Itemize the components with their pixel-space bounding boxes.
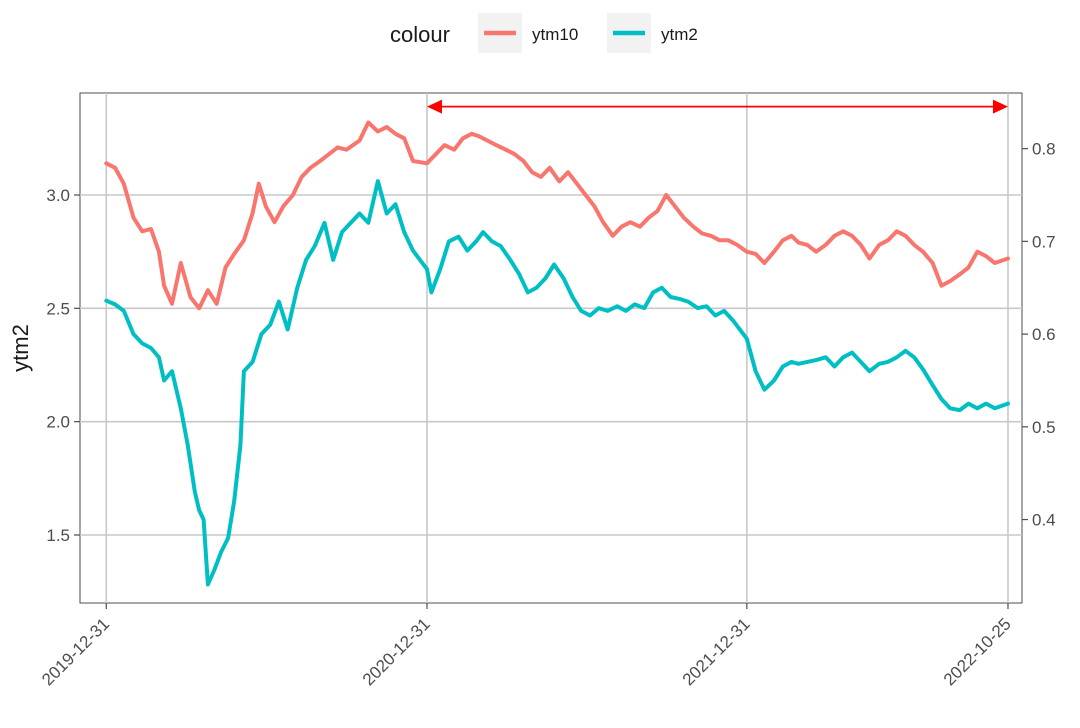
- y-right-tick-label: 0.4: [1032, 511, 1056, 530]
- y-right-tick-label: 0.8: [1032, 140, 1056, 159]
- plot-panel: [79, 92, 1023, 604]
- legend-entry-ytm2: ytm2: [607, 13, 698, 53]
- y-axis-title: ytm2: [8, 324, 33, 372]
- x-tick-label: 2021-12-31: [679, 614, 754, 689]
- y-left-tick-label: 3.0: [46, 186, 70, 205]
- legend: colour ytm10 ytm2: [390, 13, 698, 53]
- y-left-tick-label: 1.5: [46, 526, 70, 545]
- series-layer: [104, 120, 1010, 587]
- annotation-arrow-head-left: [427, 99, 443, 114]
- legend-label: ytm2: [661, 25, 698, 44]
- legend-entry-ytm10: ytm10: [478, 13, 578, 53]
- y-left-tick-label: 2.5: [46, 299, 70, 318]
- x-tick-label: 2022-10-25: [940, 614, 1015, 689]
- y-right-tick-label: 0.5: [1032, 418, 1056, 437]
- series-line-ytm10: [104, 120, 1010, 311]
- annotation-arrow-head-right: [992, 99, 1008, 114]
- x-tick-label: 2020-12-31: [359, 614, 434, 689]
- legend-title: colour: [390, 22, 450, 47]
- annotation-layer: [427, 99, 1008, 114]
- legend-label: ytm10: [532, 25, 578, 44]
- y-right-tick-label: 0.6: [1032, 325, 1056, 344]
- gridlines: [80, 93, 1022, 603]
- series-line-ytm2: [104, 179, 1010, 587]
- y-right-tick-label: 0.7: [1032, 232, 1056, 251]
- x-tick-label: 2019-12-31: [38, 614, 113, 689]
- y-left-tick-label: 2.0: [46, 413, 70, 432]
